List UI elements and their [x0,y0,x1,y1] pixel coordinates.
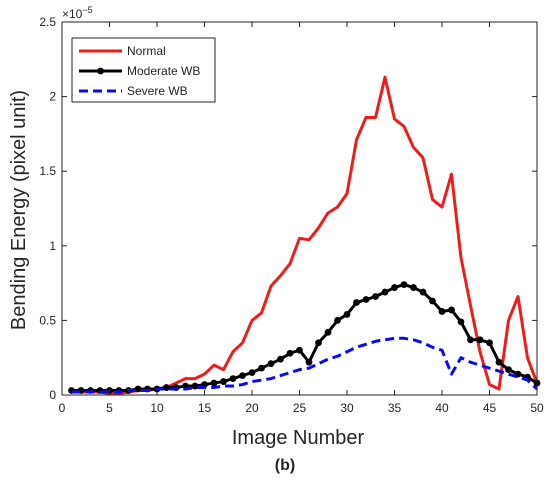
data-point-moderate-wb [391,284,398,291]
x-tick-label: 0 [59,401,66,415]
y-tick-label: 0.5 [39,313,56,327]
legend-label-normal: Normal [127,44,166,58]
y-tick-label: 1.5 [39,164,56,178]
x-tick-label: 10 [150,401,164,415]
series-line-severe-wb [71,336,539,394]
data-point-moderate-wb [258,364,265,372]
data-point-moderate-wb [163,384,170,391]
data-point-moderate-wb [410,284,417,291]
data-point-moderate-wb [296,346,303,354]
data-point-moderate-wb [305,358,313,366]
y-axis-label: Bending Energy (pixel unit) [8,90,30,330]
legend: Normal Moderate WB Severe WB [71,37,216,103]
data-point-moderate-wb [343,311,351,318]
axis-ticks: 0 5 10 15 20 25 30 35 40 45 50 0 0.5 1 1.5 2 2.5 [39,15,544,415]
y-tick-label: 2.5 [39,15,56,29]
y-exponent-base: ×10 [62,7,83,21]
x-tick-label: 5 [106,401,113,415]
data-point-moderate-wb [334,317,341,324]
x-tick-label: 40 [435,401,449,415]
y-tick-label: 0 [49,388,56,402]
x-tick-label: 20 [245,401,259,415]
panel-label: (b) [275,457,295,474]
data-point-moderate-wb [315,339,322,347]
x-tick-label: 50 [530,401,544,415]
series-lines [68,75,541,396]
data-point-moderate-wb [476,336,484,344]
data-point-moderate-wb [400,281,408,288]
data-point-moderate-wb [353,299,360,306]
data-point-moderate-wb [448,306,455,314]
data-point-moderate-wb [495,358,503,366]
data-point-moderate-wb [248,369,256,377]
x-tick-label: 30 [340,401,354,415]
data-point-moderate-wb [381,288,389,296]
data-point-moderate-wb [419,288,427,296]
data-point-moderate-wb [429,297,436,305]
y-tick-label: 2 [49,90,56,104]
data-point-moderate-wb [220,378,227,385]
legend-label-moderate-wb: Moderate WB [127,64,200,78]
series-line-normal [71,75,539,396]
data-point-moderate-wb [457,318,465,326]
x-tick-label: 35 [388,401,402,415]
data-point-moderate-wb [267,360,275,368]
y-exponent-power: −5 [82,5,92,15]
data-point-moderate-wb [210,379,218,387]
data-point-moderate-wb [362,296,370,303]
y-exponent-label: ×10−5 [62,5,93,21]
x-axis-label: Image Number [232,427,365,449]
y-tick-label: 1 [49,239,56,253]
data-point-moderate-wb [467,336,474,344]
data-point-moderate-wb [486,339,493,347]
data-point-moderate-wb [324,328,332,336]
x-tick-label: 15 [198,401,212,415]
data-point-moderate-wb [239,372,246,380]
data-point-moderate-wb [438,308,446,315]
x-tick-label: 25 [293,401,307,415]
data-point-moderate-wb [277,355,284,363]
data-point-moderate-wb [191,382,199,390]
data-point-moderate-wb [505,366,512,374]
legend-label-severe-wb: Severe WB [127,84,188,98]
series-line-moderate-wb [71,283,538,393]
data-point-moderate-wb [286,349,294,357]
data-point-moderate-wb [229,375,237,382]
x-tick-label: 45 [483,401,497,415]
data-point-moderate-wb [372,293,379,300]
legend-marker [97,67,104,75]
